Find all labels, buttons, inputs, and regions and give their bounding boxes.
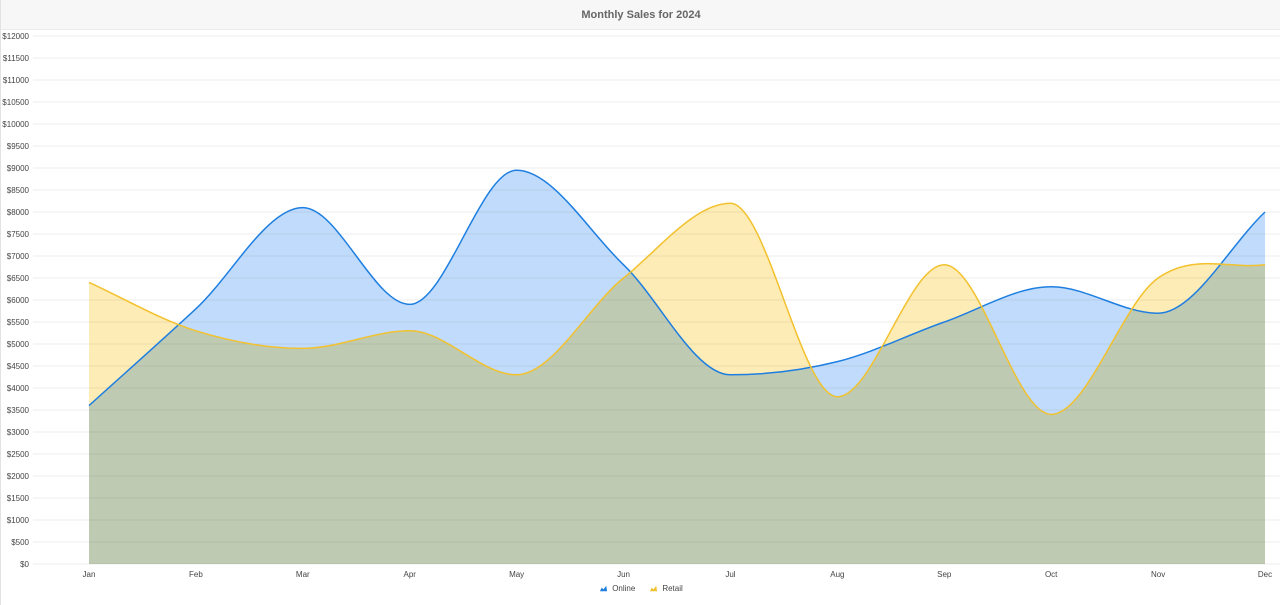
y-tick-label: $5500: [7, 318, 30, 327]
x-tick-label: May: [509, 570, 524, 579]
x-tick-label: Apr: [404, 570, 417, 579]
y-tick-label: $2500: [7, 450, 30, 459]
y-tick-label: $10500: [2, 98, 29, 107]
chart-title-bar: Monthly Sales for 2024: [1, 0, 1280, 30]
x-tick-label: Jul: [725, 570, 735, 579]
legend-label: Retail: [662, 584, 683, 593]
x-tick-label: Sep: [937, 570, 952, 579]
x-tick-label: Feb: [189, 570, 203, 579]
y-tick-label: $0: [20, 560, 29, 569]
x-tick-label: Jun: [617, 570, 630, 579]
y-axis-ticks: $0 $500 $1000 $1500 $2000 $2500 $3000 $3500 $400…: [2, 32, 29, 569]
y-tick-label: $10000: [2, 120, 29, 129]
x-tick-label: Dec: [1258, 570, 1272, 579]
y-tick-label: $4000: [7, 384, 30, 393]
legend-item-retail[interactable]: Retail: [649, 584, 683, 593]
area-series-icon: [600, 585, 608, 592]
legend-item-online[interactable]: Online: [599, 584, 635, 593]
y-tick-label: $5000: [7, 340, 30, 349]
y-tick-label: $7500: [7, 230, 30, 239]
area-series-icon-shape: [650, 585, 658, 592]
y-tick-label: $9000: [7, 164, 30, 173]
y-tick-label: $3000: [7, 428, 30, 437]
x-tick-label: Mar: [296, 570, 310, 579]
y-tick-label: $6000: [7, 296, 30, 305]
series-line-online: [88, 169, 1266, 407]
y-tick-label: $3500: [7, 406, 30, 415]
area-series-icon: [650, 585, 658, 592]
y-tick-label: $11500: [3, 54, 30, 63]
y-tick-label: $7000: [7, 252, 30, 261]
area-series-icon-shape: [600, 585, 608, 592]
chart-title: Monthly Sales for 2024: [581, 9, 701, 21]
y-tick-label: $12000: [2, 32, 29, 41]
series-area-retail: [89, 203, 1265, 564]
series-areas: [89, 170, 1265, 564]
y-tick-label: $2000: [7, 472, 30, 481]
y-tick-label: $500: [11, 538, 29, 547]
series-line-retail: [88, 202, 1266, 416]
y-tick-label: $1000: [7, 516, 30, 525]
y-tick-label: $4500: [7, 362, 30, 371]
x-tick-label: Jan: [83, 570, 96, 579]
y-tick-label: $6500: [7, 274, 30, 283]
y-tick-label: $1500: [7, 494, 30, 503]
legend: Online Retail: [1, 584, 1280, 593]
x-tick-label: Oct: [1045, 570, 1058, 579]
legend-label: Online: [612, 584, 636, 593]
y-tick-label: $8000: [7, 208, 30, 217]
y-tick-label: $9500: [7, 142, 30, 151]
x-axis-ticks: Jan Feb Mar Apr May Jun Jul Aug Sep Oct Nov Dec: [83, 570, 1273, 579]
x-tick-label: Aug: [830, 570, 844, 579]
y-tick-label: $8500: [7, 186, 30, 195]
series-lines: [88, 169, 1266, 416]
y-tick-label: $11000: [3, 76, 30, 85]
x-tick-label: Nov: [1151, 570, 1165, 579]
